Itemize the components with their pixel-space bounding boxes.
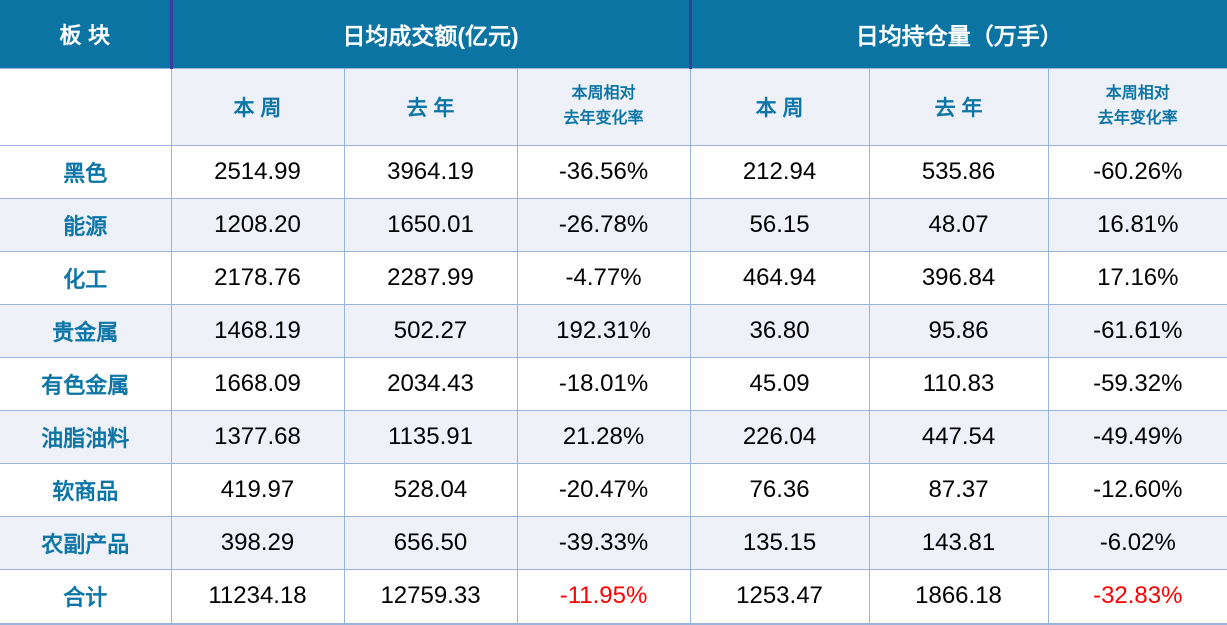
table-row: 能源 1208.20 1650.01 -26.78% 56.15 48.07 1… bbox=[0, 197, 1227, 252]
turnover-last-year-value: 528.04 bbox=[343, 462, 518, 517]
group-header-row: 板块 日均成交额(亿元) 日均持仓量（万手） bbox=[0, 0, 1227, 68]
turnover-week-value: 419.97 bbox=[170, 462, 345, 517]
oi-change-value: 17.16% bbox=[1047, 250, 1227, 305]
table-row: 软商品 419.97 528.04 -20.47% 76.36 87.37 -1… bbox=[0, 462, 1227, 517]
table-row: 有色金属 1668.09 2034.43 -18.01% 45.09 110.8… bbox=[0, 356, 1227, 411]
turnover-week-value: 1208.20 bbox=[170, 197, 345, 252]
turnover-week-value: 1377.68 bbox=[170, 409, 345, 464]
turnover-last-year-value: 2287.99 bbox=[343, 250, 518, 305]
sector-label: 化工 bbox=[0, 250, 172, 305]
turnover-change-value: -36.56% bbox=[516, 144, 691, 199]
oi-week-value: 45.09 bbox=[689, 356, 870, 411]
oi-last-year-header: 去年 bbox=[868, 67, 1049, 146]
sector-label: 有色金属 bbox=[0, 356, 172, 411]
turnover-last-year-value: 3964.19 bbox=[343, 144, 518, 199]
turnover-change-header: 本周相对 去年变化率 bbox=[516, 67, 691, 146]
turnover-week-value: 1668.09 bbox=[170, 356, 345, 411]
sector-subheader-spacer bbox=[0, 67, 172, 146]
turnover-week-header: 本周 bbox=[170, 67, 345, 146]
total-label: 合计 bbox=[0, 568, 172, 625]
turnover-week-value: 1468.19 bbox=[170, 303, 345, 358]
turnover-last-year-value: 656.50 bbox=[343, 515, 518, 570]
oi-week-value: 36.80 bbox=[689, 303, 870, 358]
oi-change-value: -60.26% bbox=[1047, 144, 1227, 199]
oi-change-value: -12.60% bbox=[1047, 462, 1227, 517]
oi-change-value: -61.61% bbox=[1047, 303, 1227, 358]
oi-change-value: 16.81% bbox=[1047, 197, 1227, 252]
table-row: 化工 2178.76 2287.99 -4.77% 464.94 396.84 … bbox=[0, 250, 1227, 305]
oi-week-value: 76.36 bbox=[689, 462, 870, 517]
sector-label: 能源 bbox=[0, 197, 172, 252]
sector-label: 农副产品 bbox=[0, 515, 172, 570]
oi-last-year-value: 447.54 bbox=[868, 409, 1049, 464]
sector-label: 贵金属 bbox=[0, 303, 172, 358]
sector-label: 软商品 bbox=[0, 462, 172, 517]
oi-week-value: 56.15 bbox=[689, 197, 870, 252]
turnover-last-year-value: 1650.01 bbox=[343, 197, 518, 252]
oi-last-year-value: 396.84 bbox=[868, 250, 1049, 305]
total-row: 合计 11234.18 12759.33 -11.95% 1253.47 186… bbox=[0, 568, 1227, 625]
oi-last-year-value: 95.86 bbox=[868, 303, 1049, 358]
turnover-week-value: 2178.76 bbox=[170, 250, 345, 305]
sector-label: 黑色 bbox=[0, 144, 172, 199]
oi-week-total: 1253.47 bbox=[689, 568, 870, 625]
oi-last-year-value: 143.81 bbox=[868, 515, 1049, 570]
turnover-change-value: -4.77% bbox=[516, 250, 691, 305]
turnover-change-value: -18.01% bbox=[516, 356, 691, 411]
turnover-change-value: -26.78% bbox=[516, 197, 691, 252]
oi-change-value: -49.49% bbox=[1047, 409, 1227, 464]
turnover-week-value: 398.29 bbox=[170, 515, 345, 570]
turnover-change-value: -39.33% bbox=[516, 515, 691, 570]
turnover-last-year-total: 12759.33 bbox=[343, 568, 518, 625]
oi-week-value: 212.94 bbox=[689, 144, 870, 199]
table-row: 油脂油料 1377.68 1135.91 21.28% 226.04 447.5… bbox=[0, 409, 1227, 464]
turnover-week-value: 2514.99 bbox=[170, 144, 345, 199]
table-row: 贵金属 1468.19 502.27 192.31% 36.80 95.86 -… bbox=[0, 303, 1227, 358]
oi-last-year-value: 87.37 bbox=[868, 462, 1049, 517]
oi-last-year-value: 110.83 bbox=[868, 356, 1049, 411]
turnover-change-total: -11.95% bbox=[516, 568, 691, 625]
oi-last-year-value: 48.07 bbox=[868, 197, 1049, 252]
turnover-change-value: -20.47% bbox=[516, 462, 691, 517]
oi-change-total: -32.83% bbox=[1047, 568, 1227, 625]
oi-week-value: 226.04 bbox=[689, 409, 870, 464]
turnover-change-value: 192.31% bbox=[516, 303, 691, 358]
oi-last-year-total: 1866.18 bbox=[868, 568, 1049, 625]
turnover-change-value: 21.28% bbox=[516, 409, 691, 464]
oi-change-value: -59.32% bbox=[1047, 356, 1227, 411]
oi-change-header: 本周相对 去年变化率 bbox=[1047, 67, 1227, 146]
turnover-week-total: 11234.18 bbox=[170, 568, 345, 625]
turnover-last-year-value: 502.27 bbox=[343, 303, 518, 358]
sector-label: 油脂油料 bbox=[0, 409, 172, 464]
turnover-last-year-value: 1135.91 bbox=[343, 409, 518, 464]
table-row: 农副产品 398.29 656.50 -39.33% 135.15 143.81… bbox=[0, 515, 1227, 570]
sector-column-header: 板块 bbox=[0, 0, 171, 68]
oi-week-value: 135.15 bbox=[689, 515, 870, 570]
oi-week-value: 464.94 bbox=[689, 250, 870, 305]
sub-header-row: 本周 去年 本周相对 去年变化率 本周 去年 本周相对 去年变化率 bbox=[0, 67, 1227, 146]
oi-change-value: -6.02% bbox=[1047, 515, 1227, 570]
oi-week-header: 本周 bbox=[689, 67, 870, 146]
turnover-group-header: 日均成交额(亿元) bbox=[169, 0, 691, 68]
oi-last-year-value: 535.86 bbox=[868, 144, 1049, 199]
turnover-last-year-header: 去年 bbox=[343, 67, 518, 146]
open-interest-group-header: 日均持仓量（万手） bbox=[688, 0, 1227, 68]
turnover-last-year-value: 2034.43 bbox=[343, 356, 518, 411]
table-row: 黑色 2514.99 3964.19 -36.56% 212.94 535.86… bbox=[0, 144, 1227, 199]
